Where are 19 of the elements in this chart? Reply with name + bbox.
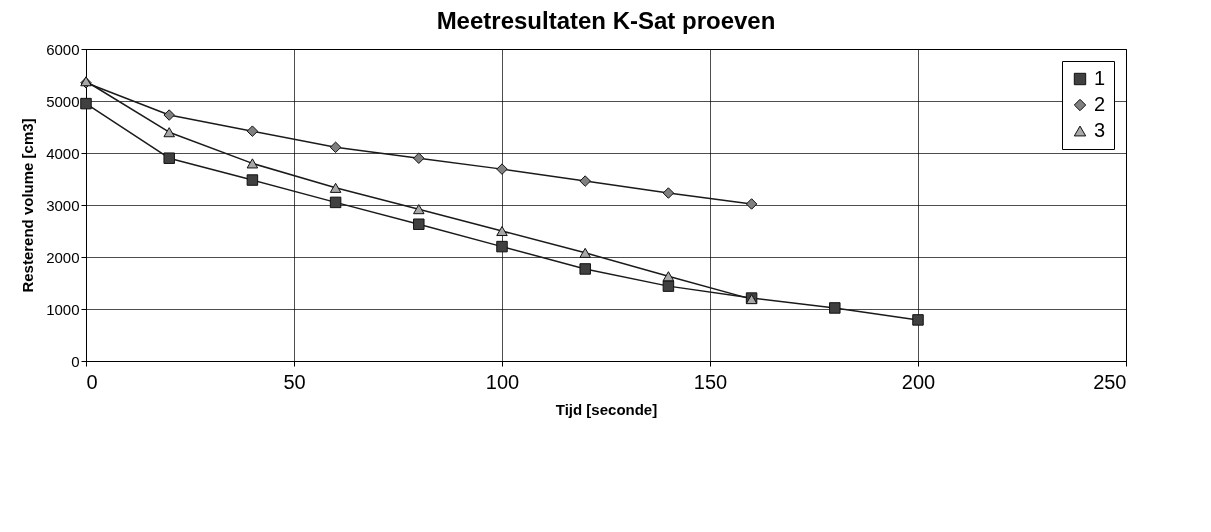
y-tick-label: 2000 [46,248,80,266]
x-axis-title: Tijd [seconde] [555,400,658,418]
y-tick-label: 0 [71,352,80,370]
x-tick-label: 150 [693,370,728,393]
x-tick-label: 50 [283,370,306,393]
x-tick-label: 200 [901,370,936,393]
y-tick-label: 5000 [46,92,80,110]
chart-title: Meetresultaten K-Sat proeven [436,7,776,34]
legend-label: 2 [1094,93,1106,115]
x-tick-label: 250 [1093,370,1127,393]
legend-label: 3 [1094,119,1106,141]
y-tick-label: 4000 [46,144,80,162]
y-tick-label: 3000 [46,196,80,214]
y-axis-title: Resterend volume [cm3] [19,118,37,293]
x-tick-label: 0 [86,370,98,393]
y-tick-label: 1000 [46,300,80,318]
legend-label: 1 [1094,67,1106,89]
y-tick-label: 6000 [46,40,80,58]
x-tick-label: 100 [485,370,520,393]
